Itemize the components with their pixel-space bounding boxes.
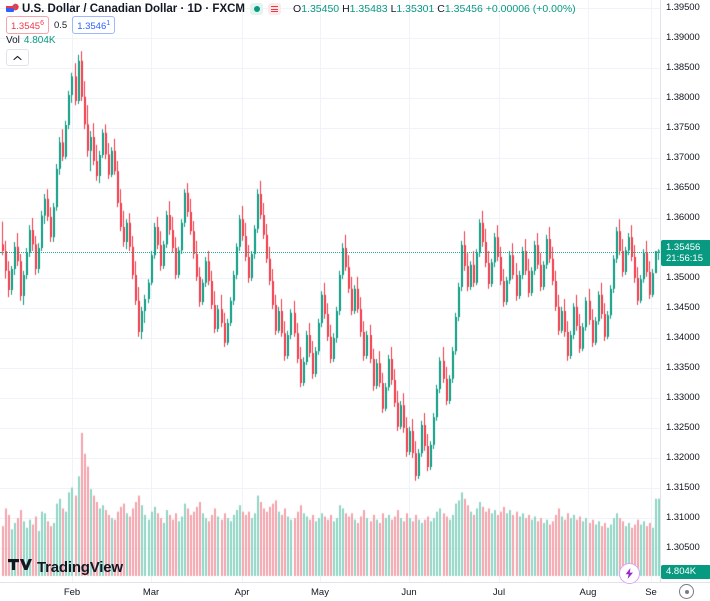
- tradingview-logo[interactable]: TradingView: [8, 557, 123, 577]
- legend-quote-row: 1.35456 0.5 1.35461: [6, 15, 576, 35]
- ohlc-low-label: L: [390, 3, 397, 15]
- current-price-countdown: 21:56:15: [666, 253, 703, 264]
- price-tick: 1.31500: [666, 482, 700, 493]
- price-axis[interactable]: 1.39500 1.39000 1.38500 1.38000 1.37500 1.370…: [660, 0, 710, 582]
- buy-price-value: 1.3546: [77, 21, 107, 33]
- time-tick: May: [311, 587, 329, 598]
- candlestick-canvas[interactable]: [0, 0, 660, 582]
- buy-price-badge[interactable]: 1.35461: [72, 15, 116, 35]
- ohlc-low-value: 1.35301: [396, 3, 435, 15]
- price-tick: 1.33500: [666, 362, 700, 373]
- price-tick: 1.31000: [666, 512, 700, 523]
- chevron-up-icon[interactable]: [6, 49, 29, 66]
- current-price-badge[interactable]: 1.35456 21:56:15: [661, 240, 710, 266]
- buy-price-sup: 1: [106, 19, 111, 27]
- ohlc-high-label: H: [342, 3, 350, 15]
- chart-plot-area[interactable]: [0, 0, 660, 582]
- ohlc-high-value: 1.35483: [349, 3, 388, 15]
- volume-label: Vol: [6, 35, 20, 46]
- crosshair-dot: [684, 589, 689, 594]
- time-tick: Se: [645, 587, 657, 598]
- ohlc-change: +0.00006 (+0.00%): [485, 3, 576, 15]
- current-price-line: [0, 252, 660, 253]
- sell-price-badge[interactable]: 1.35456: [6, 15, 49, 35]
- price-tick: 1.34500: [666, 302, 700, 313]
- currency-pair-flag-icon: [6, 3, 19, 16]
- sell-price-value: 1.3545: [11, 21, 41, 33]
- price-tick: 1.37000: [666, 152, 700, 163]
- current-price-value: 1.35456: [666, 242, 701, 253]
- lightning-bolt-icon[interactable]: [619, 563, 640, 584]
- tradingview-logo-icon: [8, 557, 32, 577]
- price-tick: 1.36000: [666, 212, 700, 223]
- ohlc-open-label: O: [293, 3, 302, 15]
- price-tick: 1.36500: [666, 182, 700, 193]
- time-axis[interactable]: Feb Mar Apr May Jun Jul Aug Se: [0, 582, 710, 601]
- volume-value: 4.804K: [23, 35, 56, 46]
- crosshair-target-icon[interactable]: [679, 584, 694, 599]
- price-tick: 1.33000: [666, 392, 700, 403]
- ohlc-values: O1.35450 H1.35483 L1.35301 C1.35456 +0.0…: [293, 3, 576, 15]
- legend-title-row: U.S. Dollar / Canadian Dollar · 1D · FXC…: [6, 2, 576, 16]
- price-tick: 1.32500: [666, 422, 700, 433]
- price-tick: 1.34000: [666, 332, 700, 343]
- time-tick: Apr: [234, 587, 250, 598]
- crosshair-ring: [679, 584, 694, 599]
- chart-legend: U.S. Dollar / Canadian Dollar · 1D · FXC…: [6, 2, 576, 66]
- tradingview-logo-text: TradingView: [37, 558, 123, 576]
- price-tick: 1.35000: [666, 272, 700, 283]
- sell-price-sup: 6: [40, 19, 44, 27]
- price-tick: 1.37500: [666, 122, 700, 133]
- spread-value: 0.5: [53, 19, 68, 31]
- time-tick: Jun: [401, 587, 417, 598]
- price-tick: 1.30500: [666, 542, 700, 553]
- symbol-title[interactable]: U.S. Dollar / Canadian Dollar · 1D · FXC…: [22, 3, 246, 15]
- ohlc-close-label: C: [437, 3, 445, 15]
- price-tick: 1.38500: [666, 62, 700, 73]
- time-tick: Mar: [142, 587, 160, 598]
- time-tick: Jul: [492, 587, 506, 598]
- volume-value-badge[interactable]: 4.804K: [661, 565, 710, 579]
- settings-sliders-icon[interactable]: [268, 3, 282, 15]
- price-tick: 1.38000: [666, 92, 700, 103]
- eye-dot-icon[interactable]: [250, 3, 264, 15]
- ohlc-close-value: 1.35456: [444, 3, 483, 15]
- price-tick: 1.39000: [666, 32, 700, 43]
- time-tick: Feb: [63, 587, 81, 598]
- time-tick: Aug: [579, 587, 597, 598]
- price-tick: 1.32000: [666, 452, 700, 463]
- volume-legend-row: Vol 4.804K: [6, 35, 576, 46]
- ohlc-open-value: 1.35450: [301, 3, 340, 15]
- price-tick: 1.39500: [666, 2, 700, 13]
